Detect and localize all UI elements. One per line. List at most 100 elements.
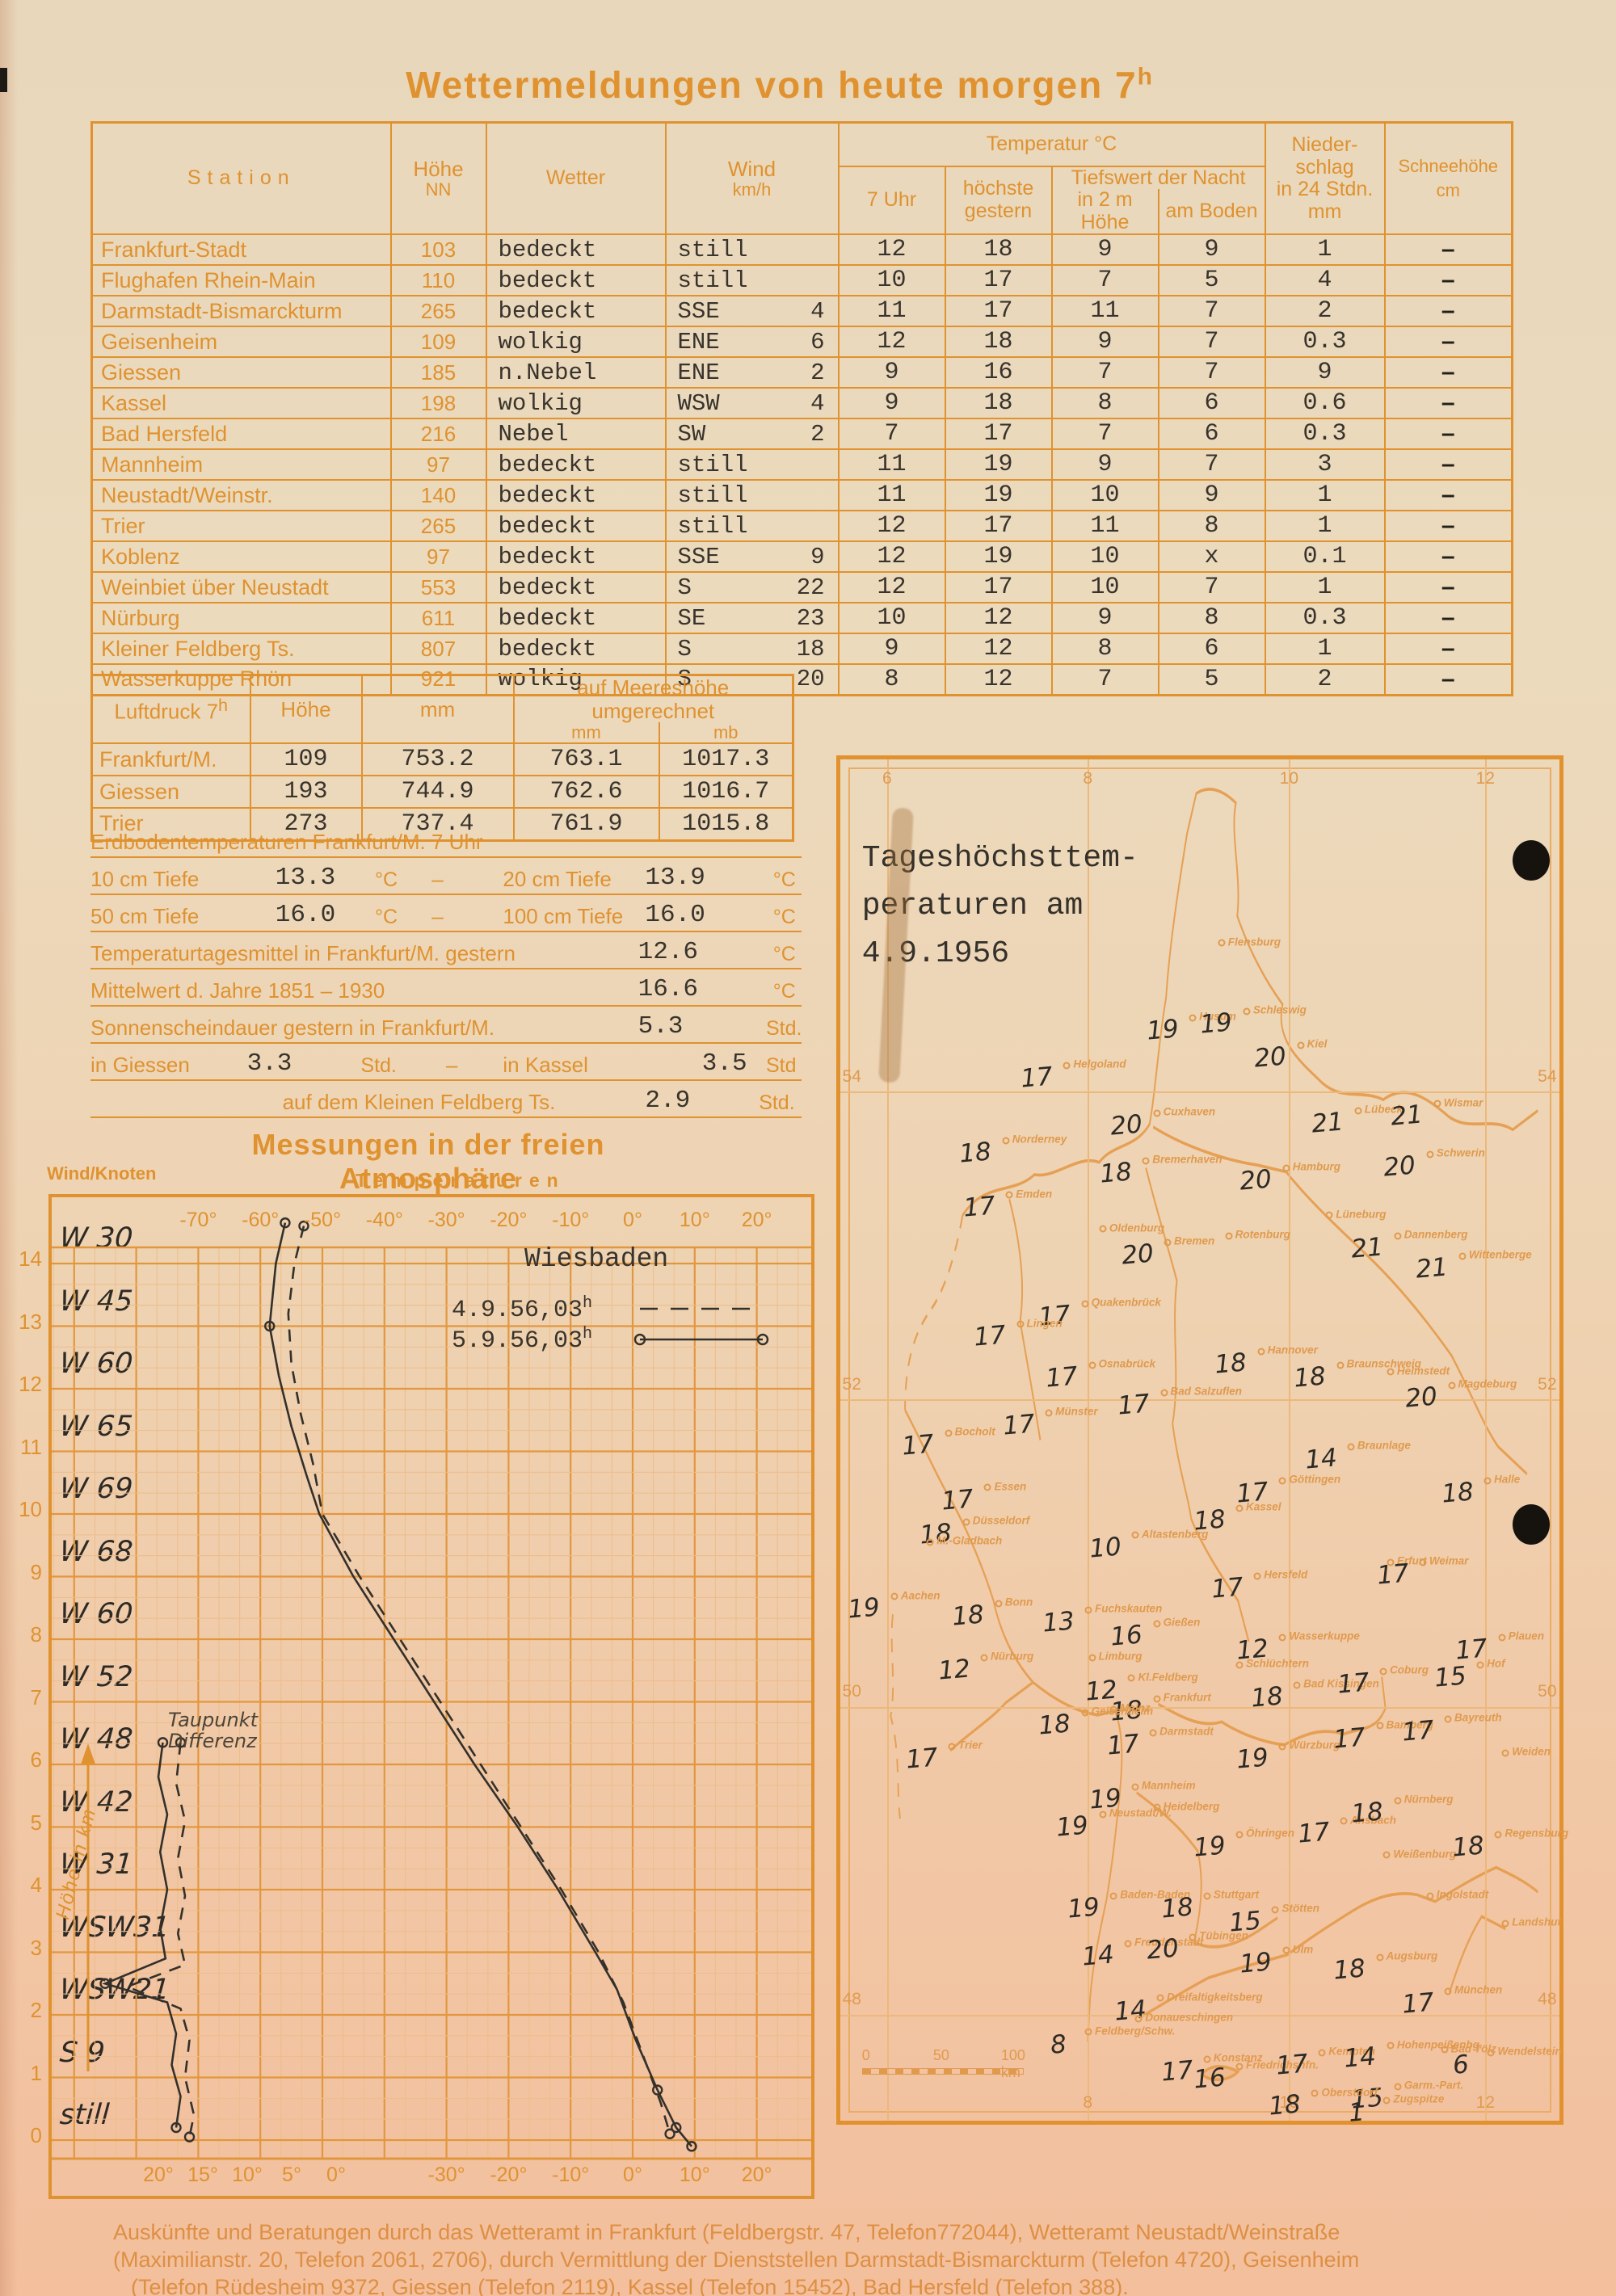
map-city-dot xyxy=(1498,1634,1506,1642)
station-elevation: 97 xyxy=(389,540,487,573)
schneehoehe-value: – xyxy=(1383,356,1513,389)
pressure-header-meer-mb: mb xyxy=(658,722,794,745)
weather-value: n.Nebel xyxy=(485,356,667,389)
map-city-temp: 20 xyxy=(1252,1041,1288,1074)
station-elevation: 216 xyxy=(389,418,487,450)
map-scale-label: 50 xyxy=(932,2047,949,2063)
map-city-dot xyxy=(1293,1681,1301,1689)
map-city-name: Zugspitze xyxy=(1393,2092,1445,2105)
map-city-temp: 12 xyxy=(936,1654,971,1686)
map-city-name: Freudenstadt xyxy=(1134,1936,1204,1949)
map-city-temp: 19 xyxy=(847,1592,882,1625)
map-city-dot xyxy=(980,1654,988,1662)
map-inner-border xyxy=(848,767,1551,2113)
station-elevation: 110 xyxy=(389,264,487,296)
map-city-dot xyxy=(983,1483,991,1491)
schneehoehe-value: – xyxy=(1383,479,1513,511)
chart-height-tick: 2 xyxy=(30,1998,42,2022)
station-name: Darmstadt-Bismarckturm xyxy=(90,295,392,327)
map-city-name: Fuchskauten xyxy=(1095,1602,1163,1615)
ground-row: auf dem Kleinen Feldberg Ts. 2.9 Std. xyxy=(90,1081,802,1118)
temp-7uhr: 12 xyxy=(837,540,946,573)
station-name: Geisenheim xyxy=(90,326,392,358)
temp-7uhr: 9 xyxy=(837,387,946,419)
map-city-dot xyxy=(1127,1674,1135,1682)
chart-dewpoint-tick: 20° xyxy=(143,2164,174,2186)
chart-canvas xyxy=(52,1217,811,2160)
wind-speed: 9 xyxy=(810,543,825,570)
col-header-hoehe-main: Höhe xyxy=(413,156,464,181)
chart-height-tick: 12 xyxy=(19,1372,42,1396)
station-name: Frankfurt-Stadt xyxy=(90,233,392,266)
map-city-dot xyxy=(1164,1238,1172,1247)
pressure-sea-mm: 762.6 xyxy=(512,775,660,809)
chart-marker xyxy=(652,2084,663,2096)
map-city-dot xyxy=(1253,1572,1261,1580)
map-city-name: Cuxhaven xyxy=(1163,1105,1216,1118)
pressure-title-sup: h xyxy=(218,694,229,715)
col-header-schneehoehe: Schneehöhe cm xyxy=(1383,121,1513,235)
map-city-temp: 17 xyxy=(1116,1389,1151,1421)
niederschlag-value: 1 xyxy=(1264,571,1386,603)
page-edge-shade xyxy=(0,0,18,2296)
temp-min-2m: 7 xyxy=(1050,264,1159,296)
chart-series-Temperatur 4.9.56 03h xyxy=(287,1226,671,2134)
temp-7uhr: 9 xyxy=(837,633,946,665)
schneehoehe-value: – xyxy=(1383,510,1513,542)
map-city-dot xyxy=(1225,1232,1233,1240)
station-elevation: 265 xyxy=(389,295,487,327)
map-city-name: Kl.Feldberg xyxy=(1138,1671,1198,1684)
map-city-name: Bad Tölz xyxy=(1450,2042,1496,2055)
map-city-dot xyxy=(1153,1620,1161,1628)
chart-top-tick: -70° xyxy=(179,1209,217,1231)
chart-bottom-tick: 0° xyxy=(623,2164,642,2186)
chart-bottom-tick: -10° xyxy=(552,2164,590,2186)
temp-min-2m: 9 xyxy=(1050,448,1159,481)
wind-cell: SSE 9 xyxy=(664,540,840,573)
station-table-row: Weinbiet über Neustadt 553 bedeckt S 22 12 17 1… xyxy=(90,571,1513,603)
map-city-dot xyxy=(1099,1810,1107,1819)
map-city-temp: 17 xyxy=(1375,1558,1410,1591)
chart-series-Temperatur 5.9.56 03h xyxy=(268,1222,693,2147)
chart-height-tick: 6 xyxy=(30,1747,42,1772)
temp-7uhr: 12 xyxy=(837,510,946,542)
wind-direction: still xyxy=(677,481,748,509)
map-city-dot xyxy=(1278,1477,1286,1485)
wind-cell: WSW 4 xyxy=(664,387,840,419)
map-city-temp: 18 xyxy=(1450,1831,1486,1863)
temp-7uhr: 11 xyxy=(837,448,946,481)
map-city-temp: 18 xyxy=(1214,1348,1248,1380)
map-lon-label-top: 6 xyxy=(882,768,892,788)
map-city-name: Quakenbrück xyxy=(1091,1296,1161,1309)
map-city-dot xyxy=(1433,1100,1441,1108)
map-city-dot xyxy=(1257,1348,1265,1356)
map-city-name: Donaueschingen xyxy=(1145,2011,1234,2024)
col-header-schnee-sub: cm xyxy=(1436,180,1460,200)
pressure-table-row: Trier 273 737.4 761.9 1015.8 xyxy=(90,807,794,842)
map-city-temp: 18 xyxy=(1267,2089,1302,2122)
chart-dewpoint-tick: 10° xyxy=(232,2164,263,2186)
map-city-name: Tübingen xyxy=(1199,1929,1248,1942)
map-city-temp: 18 xyxy=(1332,1953,1367,1986)
col-header-niederschlag: Nieder-schlag in 24 Stdn. mm xyxy=(1264,121,1386,235)
temp-max-gestern: 12 xyxy=(944,663,1053,696)
col-header-wetter: Wetter xyxy=(485,121,667,235)
map-lake-bodensee xyxy=(1200,2064,1240,2082)
pressure-header-mm: mm xyxy=(360,674,515,745)
map-lat-label-right: 48 xyxy=(1538,1990,1557,2009)
station-name: Koblenz xyxy=(90,540,392,573)
niederschlag-value: 1 xyxy=(1264,233,1386,266)
chart-top-tick: 0° xyxy=(623,1209,642,1231)
temp-max-gestern: 12 xyxy=(944,633,1053,665)
map-city-name: Helmstedt xyxy=(1396,1365,1450,1377)
map-city-name: Aachen xyxy=(900,1589,941,1602)
station-name: Mannheim xyxy=(90,448,392,481)
map-city-dot xyxy=(1325,1211,1333,1219)
ground-value: 16.0 xyxy=(275,901,336,929)
map-city-temp: 21 xyxy=(1390,1100,1425,1133)
col-header-nieder-l1: Nieder- xyxy=(1291,133,1358,156)
station-weather-table: Station Höhe NN Wetter Wind km/h Temperatu… xyxy=(90,121,1514,696)
legend-location: Wiesbaden xyxy=(524,1244,669,1274)
station-elevation: 198 xyxy=(389,387,487,419)
weather-value: bedeckt xyxy=(485,233,667,266)
